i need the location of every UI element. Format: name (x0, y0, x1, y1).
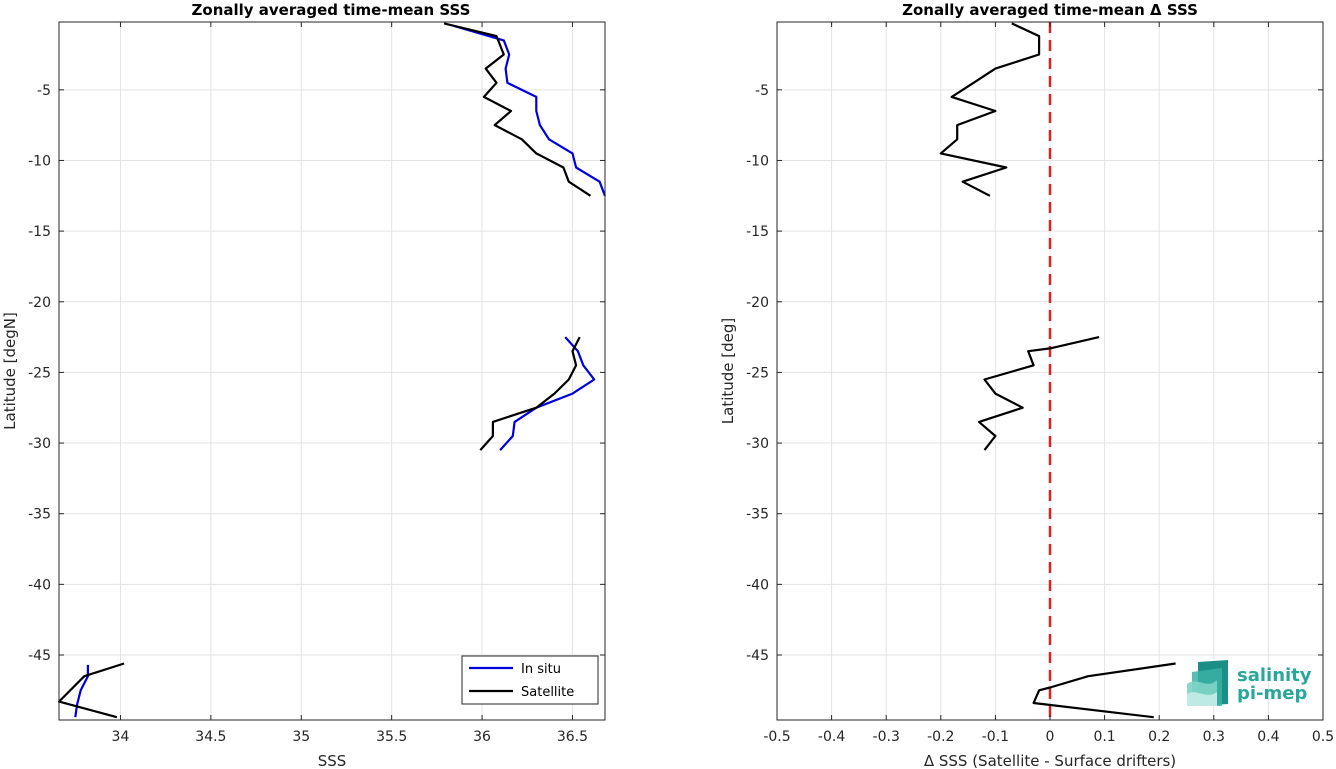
logo-line-2: pi-mep (1237, 683, 1307, 704)
x-tick-label: -0.1 (982, 729, 1009, 745)
sss-profile-chart: Zonally averaged time-mean SSS 34 34.5 35 3… (1, 1, 607, 769)
delta-series-line (1032, 662, 1176, 719)
y-axis-label: Latitude [degN] (1, 312, 19, 430)
y-tick-label: -15 (746, 224, 769, 240)
y-tick-label: -25 (28, 365, 51, 381)
y-ticks: -5 -10 -15 -20 -25 -30 -35 -40 -45 (746, 83, 1323, 664)
y-tick-label: -15 (28, 224, 51, 240)
chart-title: Zonally averaged time-mean SSS (192, 1, 471, 19)
in-situ-series-line (499, 336, 596, 451)
data-lines (57, 22, 607, 719)
x-tick-label: -0.3 (873, 729, 900, 745)
y-tick-label: -35 (28, 507, 51, 523)
y-ticks: -5 -10 -15 -20 -25 -30 -35 -40 -45 (28, 83, 605, 664)
salinity-pi-mep-logo: salinity pi-mep (1187, 660, 1312, 706)
in-situ-series-line (74, 664, 90, 718)
x-tick-label: 36.5 (557, 729, 588, 745)
y-tick-label: -10 (746, 153, 769, 169)
x-ticks: -0.5 -0.4 -0.3 -0.2 -0.1 0 0.1 0.2 0.3 0.4 0.5 (763, 22, 1334, 745)
x-tick-label: 35 (292, 729, 310, 745)
x-axis-label: Δ SSS (Satellite - Surface drifters) (924, 752, 1176, 769)
salinity-wave-logo-icon (1187, 660, 1228, 706)
satellite-series-line (57, 662, 125, 719)
y-tick-label: -40 (746, 577, 769, 593)
y-tick-label: -10 (28, 153, 51, 169)
chart-title: Zonally averaged time-mean Δ SSS (902, 1, 1198, 19)
y-tick-label: -20 (28, 295, 51, 311)
x-tick-label: 0.5 (1312, 729, 1334, 745)
satellite-series-line (443, 22, 592, 197)
x-tick-label: -0.5 (763, 729, 790, 745)
legend-box (461, 655, 599, 705)
y-tick-label: -20 (746, 295, 769, 311)
axes-box (58, 21, 606, 721)
legend-satellite-label: Satellite (521, 685, 574, 700)
x-tick-label: 0.4 (1257, 729, 1279, 745)
y-tick-label: -45 (746, 648, 769, 664)
y-tick-label: -40 (28, 577, 51, 593)
x-tick-label: 0.2 (1148, 729, 1170, 745)
y-tick-label: -25 (746, 365, 769, 381)
x-axis-label: SSS (318, 752, 347, 769)
satellite-series-line (479, 336, 581, 451)
x-tick-label: -0.4 (818, 729, 845, 745)
data-lines (939, 22, 1176, 720)
x-tick-label: 34 (112, 729, 130, 745)
y-tick-label: -45 (28, 648, 51, 664)
y-tick-label: -30 (746, 436, 769, 452)
y-tick-label: -30 (28, 436, 51, 452)
delta-series-line (977, 336, 1100, 451)
x-tick-label: 0.3 (1203, 729, 1225, 745)
y-tick-label: -5 (37, 83, 51, 99)
x-tick-label: 36 (473, 729, 491, 745)
delta-sss-profile-chart: Zonally averaged time-mean Δ SSS -0.5 -0.… (719, 1, 1334, 769)
x-tick-label: 35.5 (376, 729, 407, 745)
y-tick-label: -5 (755, 83, 769, 99)
y-axis-label: Latitude [deg] (719, 318, 737, 424)
x-ticks: 34 34.5 35 35.5 36 36.5 (112, 22, 588, 745)
delta-series-line (939, 22, 1041, 197)
x-tick-label: 0 (1046, 729, 1055, 745)
plot-area (59, 22, 605, 720)
x-tick-label: -0.2 (927, 729, 954, 745)
logo-line-1: salinity (1237, 665, 1312, 686)
y-tick-label: -35 (746, 507, 769, 523)
x-tick-label: 34.5 (195, 729, 226, 745)
x-tick-label: 0.1 (1093, 729, 1115, 745)
legend: In situ Satellite (461, 655, 599, 705)
in-situ-series-line (454, 25, 607, 197)
legend-in-situ-label: In situ (521, 662, 561, 677)
